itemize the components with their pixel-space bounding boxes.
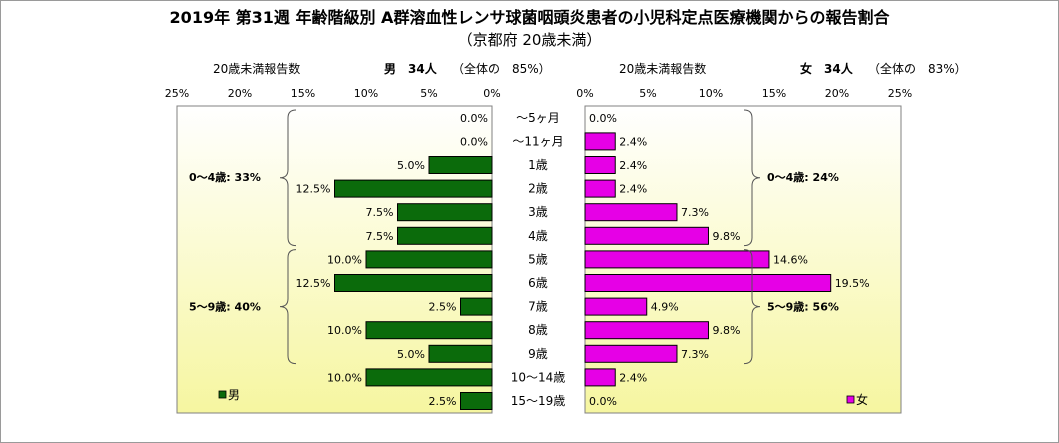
- male-5-9-bracket: [279, 249, 297, 365]
- female-value-label: 14.6%: [773, 253, 808, 266]
- male-value-label: 2.5%: [429, 301, 457, 314]
- female-bar: [584, 179, 616, 198]
- male-axis-tick: 0%: [483, 87, 500, 100]
- female-0-4-bracket: [743, 109, 761, 247]
- male-bar: [365, 250, 493, 269]
- category-label: 8歳: [528, 323, 548, 337]
- female-bar: [584, 274, 832, 292]
- male-0-4-bracket: [279, 109, 297, 247]
- female-value-label: 2.4%: [619, 159, 647, 172]
- male-bar: [397, 226, 493, 245]
- female-report-label: 20歳未満報告数: [619, 62, 707, 76]
- category-label: 5歳: [528, 252, 548, 266]
- female-axis-tick: 25%: [888, 87, 912, 100]
- male-value-label: 10.0%: [327, 324, 362, 337]
- male-value-label: 2.5%: [429, 395, 457, 408]
- male-legend-swatch: [218, 390, 227, 399]
- female-axis-tick: 10%: [699, 87, 723, 100]
- male-bar: [334, 274, 493, 292]
- female-bar: [584, 203, 678, 222]
- male-value-label: 10.0%: [327, 253, 362, 266]
- category-label: 15～19歳: [511, 394, 566, 408]
- male-value-label: 5.0%: [397, 159, 425, 172]
- male-5-9-annotation: 5～9歳: 40%: [189, 300, 261, 314]
- male-value-label: 10.0%: [327, 371, 362, 384]
- female-bar: [584, 132, 616, 151]
- male-bar: [334, 179, 493, 198]
- female-value-label: 0.0%: [589, 112, 617, 125]
- category-label: ～11ヶ月: [512, 134, 563, 148]
- category-label: 2歳: [528, 182, 548, 196]
- male-bar: [365, 368, 493, 387]
- male-bar: [460, 297, 493, 316]
- chart-subtitle: （京都府 20歳未満）: [457, 31, 602, 49]
- category-label: 6歳: [528, 276, 548, 290]
- female-bar: [584, 226, 709, 245]
- male-bar: [397, 203, 493, 222]
- male-axis-tick: 10%: [354, 87, 378, 100]
- female-value-label: 2.4%: [619, 371, 647, 384]
- female-value-label: 7.3%: [681, 348, 709, 361]
- male-0-4-annotation: 0～4歳: 33%: [189, 170, 261, 184]
- female-5-9-annotation: 5～9歳: 56%: [767, 300, 839, 314]
- female-value-label: 7.3%: [681, 206, 709, 219]
- female-bar: [584, 344, 678, 363]
- category-label: 1歳: [528, 158, 548, 172]
- male-value-label: 5.0%: [397, 348, 425, 361]
- male-value-label: 7.5%: [366, 230, 394, 243]
- male-bar: [428, 156, 493, 174]
- category-label: 9歳: [528, 347, 548, 361]
- female-value-label: 2.4%: [619, 183, 647, 196]
- male-axis-tick: 15%: [291, 87, 315, 100]
- category-label: 4歳: [528, 229, 548, 243]
- female-legend-label: 女: [856, 392, 868, 407]
- male-report-label: 20歳未満報告数: [213, 62, 301, 76]
- category-label: 7歳: [528, 300, 548, 314]
- female-count: 女 34人: [800, 62, 853, 76]
- male-bar: [428, 344, 493, 363]
- male-count: 男 34人: [384, 62, 437, 76]
- female-axis-tick: 20%: [825, 87, 849, 100]
- female-axis-tick: 15%: [762, 87, 786, 100]
- male-bar: [460, 392, 493, 410]
- female-5-9-bracket: [743, 249, 761, 365]
- female-legend-swatch: [846, 395, 855, 404]
- male-axis-tick: 5%: [420, 87, 437, 100]
- female-value-label: 0.0%: [589, 395, 617, 408]
- male-axis-tick: 25%: [165, 87, 189, 100]
- male-share-label: （全体の 85%）: [452, 62, 551, 76]
- female-value-label: 9.8%: [712, 230, 740, 243]
- female-value-label: 9.8%: [712, 324, 740, 337]
- female-value-label: 2.4%: [619, 135, 647, 148]
- female-bar: [584, 321, 709, 340]
- male-value-label: 0.0%: [460, 112, 488, 125]
- female-count-label: 女 34人: [800, 60, 853, 77]
- female-bar: [584, 297, 648, 316]
- female-axis-tick: 0%: [576, 87, 593, 100]
- male-value-label: 12.5%: [296, 183, 331, 196]
- category-label: 3歳: [528, 205, 548, 219]
- category-label: ～5ヶ月: [516, 111, 560, 125]
- category-label: 10～14歳: [511, 370, 566, 384]
- female-axis-tick: 5%: [639, 87, 656, 100]
- male-value-label: 0.0%: [460, 135, 488, 148]
- male-value-label: 12.5%: [296, 277, 331, 290]
- female-0-4-annotation: 0～4歳: 24%: [767, 170, 839, 184]
- male-legend-label: 男: [228, 388, 240, 402]
- male-axis-tick: 20%: [228, 87, 252, 100]
- female-bar: [584, 250, 770, 269]
- male-value-label: 7.5%: [366, 206, 394, 219]
- female-value-label: 4.9%: [651, 301, 679, 314]
- female-value-label: 19.5%: [835, 277, 870, 290]
- female-bar: [584, 368, 616, 387]
- female-bar: [584, 156, 616, 174]
- male-bar: [365, 321, 493, 340]
- male-count-label: 男 34人: [384, 60, 437, 77]
- female-share-label: （全体の 83%）: [868, 62, 967, 76]
- chart-title: 2019年 第31週 年齢階級別 A群溶血性レンサ球菌咽頭炎患者の小児科定点医療…: [169, 8, 890, 27]
